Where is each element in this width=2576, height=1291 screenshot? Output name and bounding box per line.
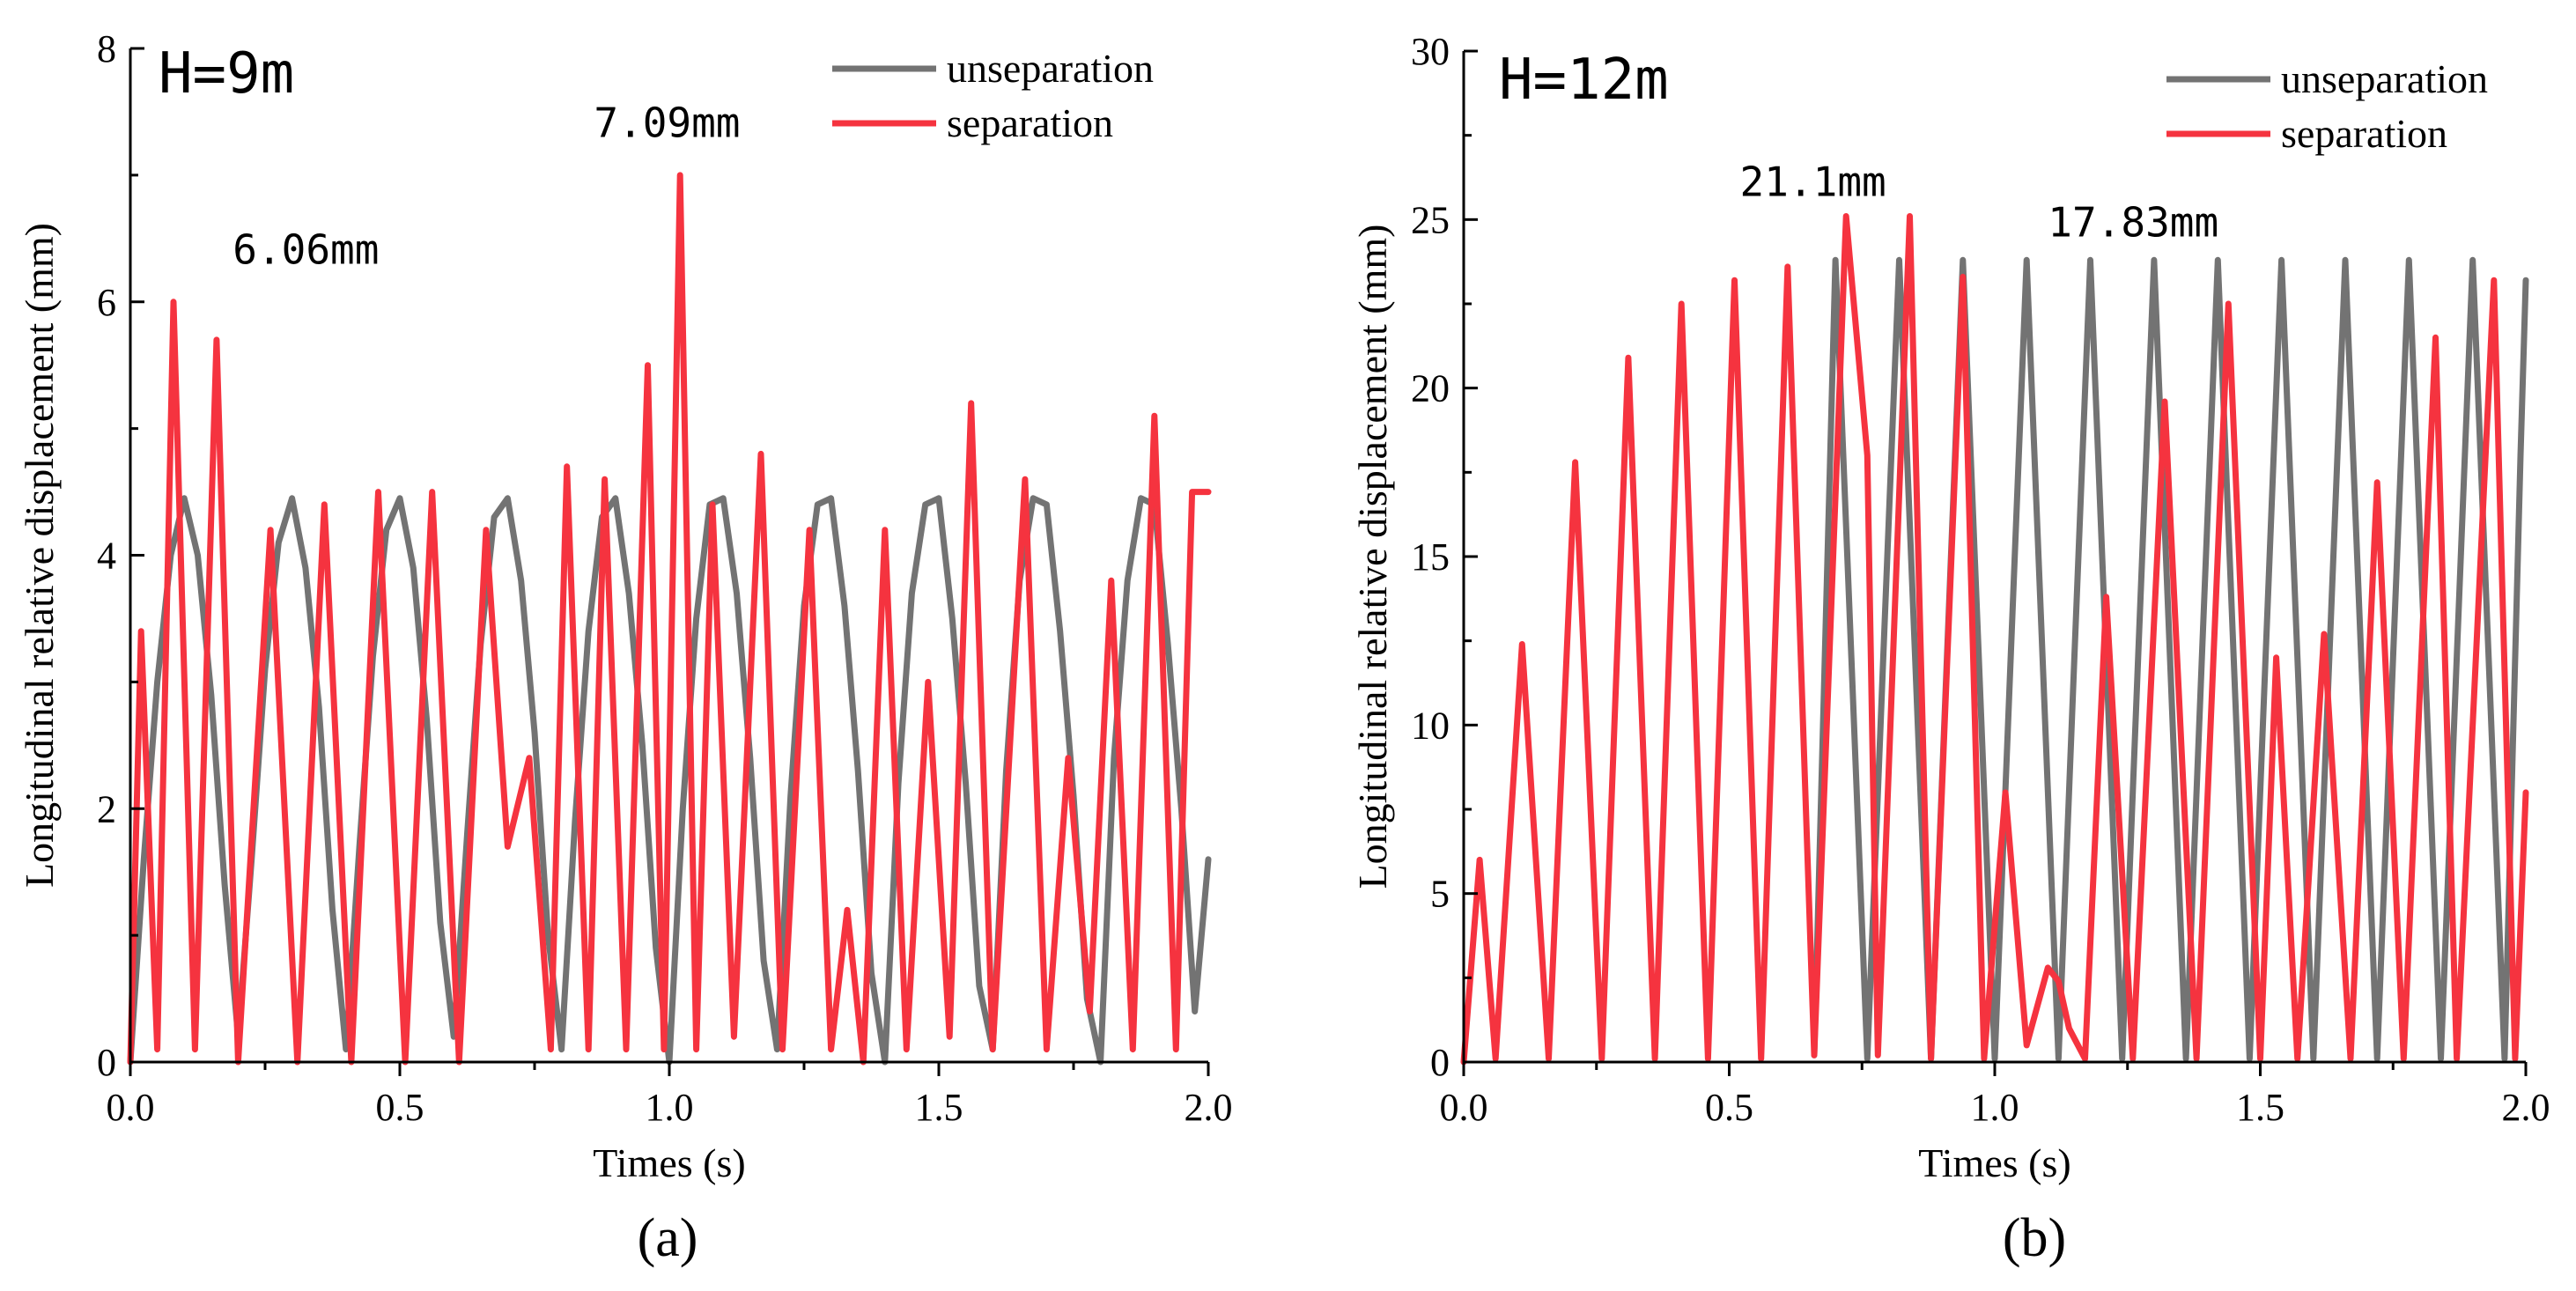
x-tick-label: 0.5 — [1705, 1086, 1753, 1129]
legend-label-separation: separation — [947, 100, 1113, 145]
y-tick-label: 20 — [1411, 367, 1450, 410]
peak-annotation: 7.09mm — [594, 100, 740, 147]
y-tick-label: 25 — [1411, 198, 1450, 241]
x-axis-title: Times (s) — [1918, 1140, 2070, 1185]
y-tick-label: 2 — [97, 787, 116, 830]
series-line-separation — [1460, 213, 2529, 1066]
peak-annotation: 21.1mm — [1740, 159, 1886, 206]
x-tick-label: 1.0 — [1971, 1086, 2019, 1129]
panel-b-chart: 0 5 10 15 20 25 30 0.0 0.5 1.0 1.5 2.0 Times (s) Long… — [1350, 30, 2550, 1268]
y-axis-title: Longitudinal relative displacement (mm) — [17, 223, 62, 888]
y-tick-label: 15 — [1411, 535, 1450, 579]
y-tick-label: 10 — [1411, 704, 1450, 747]
y-tick-label: 5 — [1430, 873, 1450, 916]
x-tick-label: 2.0 — [2502, 1086, 2550, 1129]
x-tick-label: 0.0 — [1440, 1086, 1488, 1129]
y-tick-label: 30 — [1411, 30, 1450, 73]
panel-label: (a) — [638, 1208, 698, 1268]
x-tick-label: 2.0 — [1185, 1086, 1233, 1129]
x-tick-label: 0.0 — [107, 1086, 155, 1129]
x-tick-label: 0.5 — [376, 1086, 424, 1129]
peak-annotation: 6.06mm — [233, 226, 379, 274]
x-tick-label: 1.0 — [646, 1086, 694, 1129]
legend-label-separation: separation — [2281, 111, 2447, 156]
legend-label-unseparation: unseparation — [947, 46, 1154, 91]
y-tick-label: 4 — [97, 535, 116, 578]
chart-title: H=9m — [159, 41, 294, 107]
panel-a-chart: 0 2 4 6 8 0.0 0.5 1.0 1.5 2.0 Times (s) Longitudina… — [17, 27, 1233, 1268]
chart-title: H=12m — [1499, 48, 1669, 113]
y-axis-title: Longitudinal relative displacement (mm) — [1350, 225, 1395, 889]
y-tick-label: 0 — [1430, 1041, 1450, 1084]
x-axis-title: Times (s) — [593, 1140, 745, 1185]
panel-label: (b) — [2003, 1208, 2066, 1268]
series-line-separation — [127, 172, 1212, 1066]
y-tick-label: 0 — [97, 1041, 116, 1084]
y-tick-label: 6 — [97, 281, 116, 324]
x-tick-label: 1.5 — [915, 1086, 963, 1129]
x-tick-label: 1.5 — [2236, 1086, 2284, 1129]
peak-annotation: 17.83mm — [2048, 198, 2218, 246]
legend-label-unseparation: unseparation — [2281, 56, 2488, 101]
y-tick-label: 8 — [97, 27, 116, 70]
